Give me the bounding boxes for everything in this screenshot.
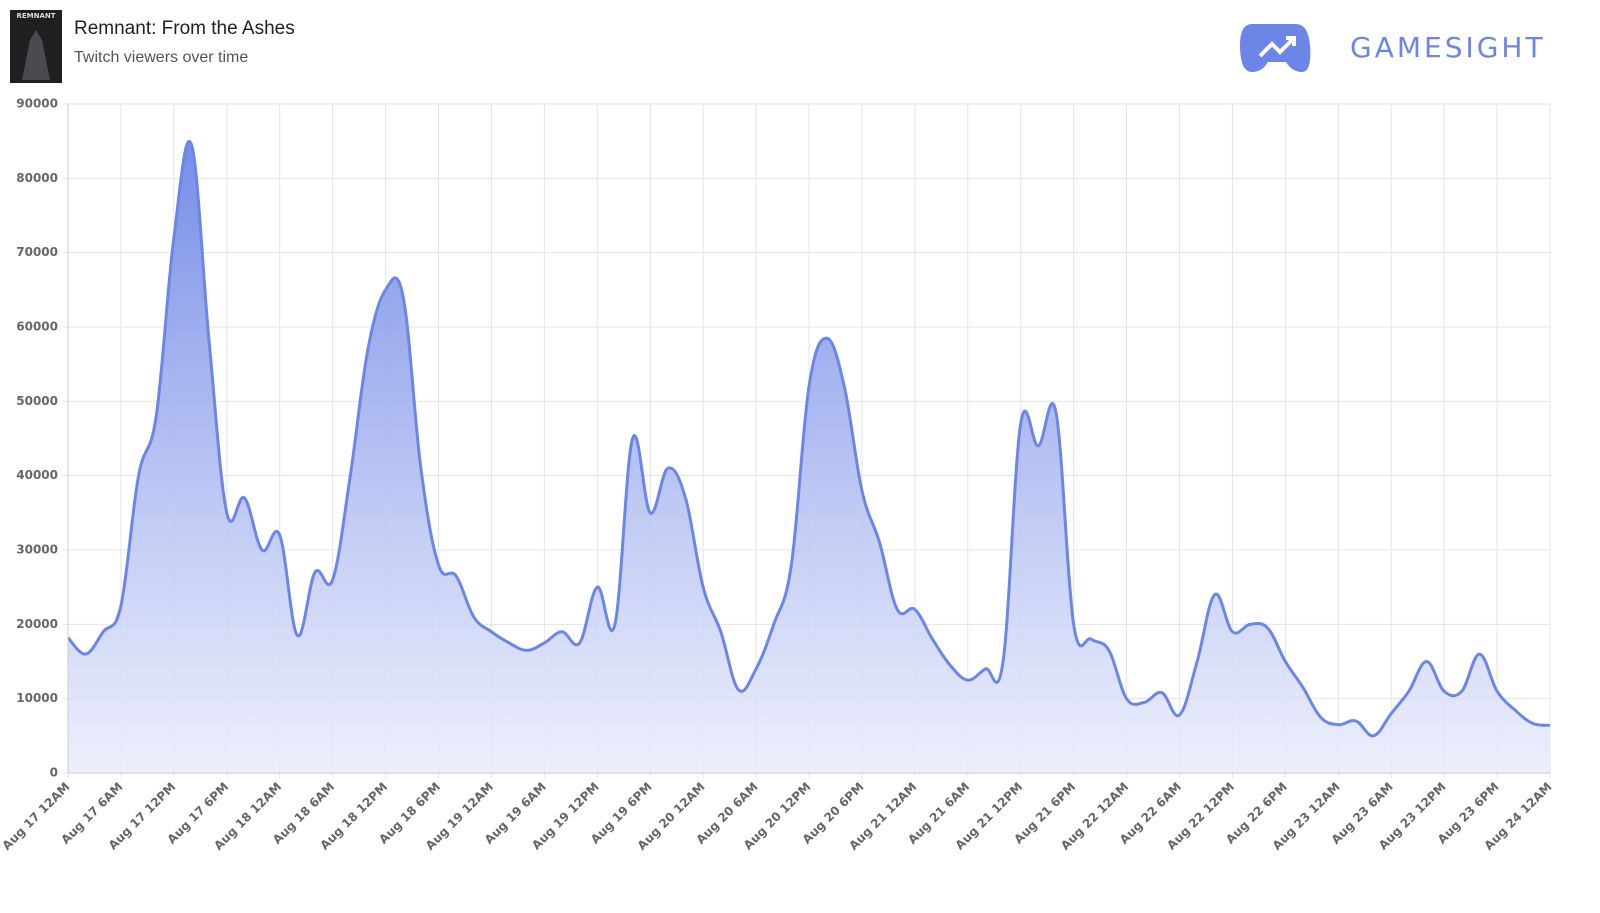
y-tick-label: 10000	[16, 691, 58, 705]
y-tick-label: 90000	[16, 97, 58, 111]
thumbnail-figure	[22, 30, 50, 80]
y-tick-label: 40000	[16, 468, 58, 482]
thumbnail-text: REMNANT	[16, 12, 55, 20]
plot: 0 10000 20000 30000 40000 50000 60000 70000 8000…	[0, 97, 1555, 853]
y-tick-label: 20000	[16, 617, 58, 631]
brand-logo-arrow	[1258, 36, 1296, 58]
brand-name: GAMESIGHT	[1350, 31, 1546, 64]
y-tick-label: 50000	[16, 394, 58, 408]
subtitle: Twitch viewers over time	[74, 49, 248, 66]
line	[66, 140, 1551, 738]
x-tick-label: Aug 17 12AM	[0, 780, 73, 853]
y-tick-label: 0	[50, 766, 58, 780]
y-tick-label: 60000	[16, 320, 58, 334]
y-tick-label: 80000	[16, 171, 58, 185]
y-tick-label: 30000	[16, 543, 58, 557]
title: Remnant: From the Ashes	[74, 18, 295, 39]
area-fill	[68, 141, 1550, 773]
y-tick-label: 70000	[16, 245, 58, 259]
